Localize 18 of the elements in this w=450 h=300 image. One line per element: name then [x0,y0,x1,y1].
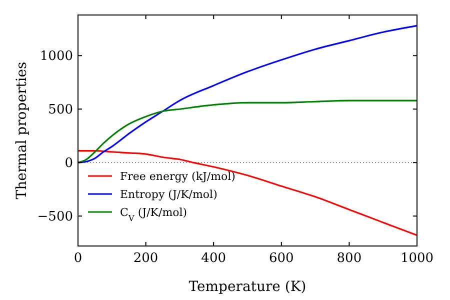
x-tick-label: 400 [201,251,226,266]
x-tick-label: 200 [133,251,158,266]
x-tick-label: 1000 [400,251,434,266]
y-tick-label: 500 [48,102,73,118]
x-tick-label: 600 [268,251,294,266]
legend-label: C$_{V}$ (J/K/mol) [120,206,188,223]
y-tick-label: 1000 [40,49,73,64]
y-tick-label: 0 [64,156,73,172]
x-axis-title: Temperature (K) [188,279,306,295]
x-tick-label: 0 [74,251,82,266]
legend-label: Free energy (kJ/mol) [120,170,236,183]
line-series [77,24,418,164]
x-tick-label: 800 [336,251,362,266]
legend-label: Entropy (J/K/mol) [120,188,218,201]
y-axis-title: Thermal properties [14,62,30,200]
line-series [77,100,418,164]
y-tick-label: −500 [37,210,73,225]
line-series [77,150,418,236]
